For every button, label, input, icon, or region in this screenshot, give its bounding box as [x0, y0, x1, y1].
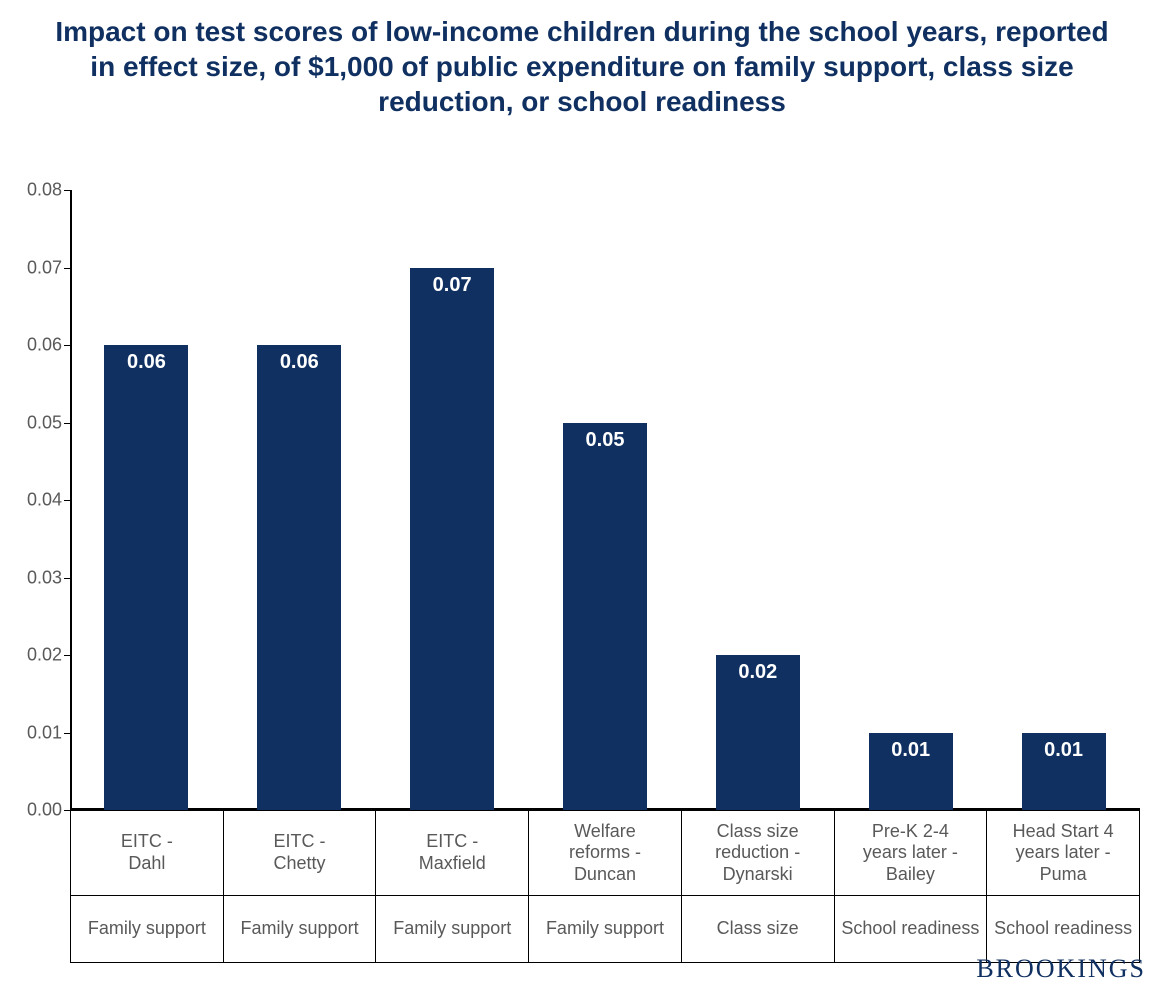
- bar-value-label: 0.01: [869, 739, 953, 762]
- x-axis-item-category: Family support: [223, 896, 376, 963]
- bar: 0.07: [410, 268, 494, 811]
- x-axis-item-label: Class sizereduction -Dynarski: [681, 811, 834, 896]
- chart-container: Impact on test scores of low-income chil…: [0, 0, 1164, 994]
- x-axis-item-category: Class size: [681, 896, 834, 963]
- x-axis-item-label: EITC -Chetty: [223, 811, 376, 896]
- y-tick-mark: [64, 500, 70, 501]
- bar-value-label: 0.01: [1022, 739, 1106, 762]
- bar: 0.01: [1022, 733, 1106, 811]
- bar-value-label: 0.06: [104, 351, 188, 374]
- bar: 0.06: [257, 345, 341, 810]
- y-tick-mark: [64, 733, 70, 734]
- bar-value-label: 0.05: [563, 429, 647, 452]
- x-axis-item-label: Pre-K 2-4years later -Bailey: [834, 811, 987, 896]
- x-axis-item-label: EITC -Maxfield: [376, 811, 529, 896]
- bar: 0.01: [869, 733, 953, 811]
- x-axis-item-category: Family support: [376, 896, 529, 963]
- y-tick-mark: [64, 655, 70, 656]
- x-axis-item-label: Head Start 4years later -Puma: [987, 811, 1140, 896]
- y-tick-mark: [64, 423, 70, 424]
- y-axis-line: [70, 190, 72, 810]
- bar-value-label: 0.02: [716, 661, 800, 684]
- bar: 0.06: [104, 345, 188, 810]
- x-axis-item-label: EITC -Dahl: [71, 811, 224, 896]
- y-tick-mark: [64, 578, 70, 579]
- plot-area: 0.000.010.020.030.040.050.060.070.08 0.0…: [70, 190, 1140, 810]
- x-axis-category-table: EITC -DahlEITC -ChettyEITC -MaxfieldWelf…: [70, 810, 1140, 963]
- x-axis-item-category: School readiness: [834, 896, 987, 963]
- bar-value-label: 0.06: [257, 351, 341, 374]
- x-axis-category-row: Family supportFamily supportFamily suppo…: [71, 896, 1140, 963]
- x-axis-item-category: School readiness: [987, 896, 1140, 963]
- x-axis-item-category: Family support: [71, 896, 224, 963]
- x-axis-item-label: Welfarereforms -Duncan: [529, 811, 682, 896]
- brookings-logo-text: BROOKINGS: [976, 954, 1146, 984]
- bars: 0.06 0.06 0.07 0.05 0.02 0.01 0.01: [70, 190, 1140, 810]
- x-axis-item-category: Family support: [529, 896, 682, 963]
- y-tick-mark: [64, 345, 70, 346]
- x-axis-label-row: EITC -DahlEITC -ChettyEITC -MaxfieldWelf…: [71, 811, 1140, 896]
- chart-title: Impact on test scores of low-income chil…: [0, 0, 1164, 119]
- bar-value-label: 0.07: [410, 274, 494, 297]
- bar: 0.02: [716, 655, 800, 810]
- y-tick-mark: [64, 190, 70, 191]
- bar: 0.05: [563, 423, 647, 811]
- y-tick-mark: [64, 268, 70, 269]
